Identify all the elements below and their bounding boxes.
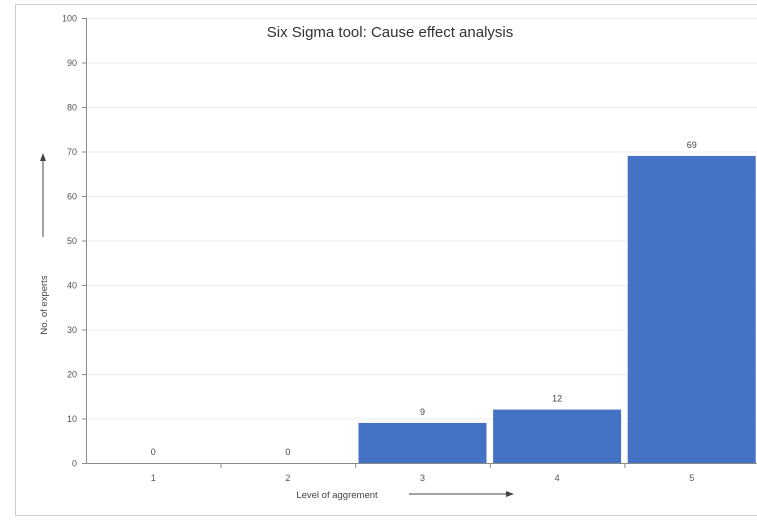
x-tick-label: 1 bbox=[151, 473, 156, 483]
data-label: 0 bbox=[285, 447, 290, 457]
x-tick-label: 2 bbox=[285, 473, 290, 483]
y-tick-label: 10 bbox=[67, 414, 77, 424]
y-tick-label: 50 bbox=[67, 236, 77, 246]
y-tick-label: 90 bbox=[67, 58, 77, 68]
data-label: 0 bbox=[151, 447, 156, 457]
x-axis-label: Level of aggrement bbox=[296, 490, 378, 501]
y-tick-label: 0 bbox=[72, 459, 77, 469]
x-tick-label: 4 bbox=[555, 473, 560, 483]
chart-title: Six Sigma tool: Cause effect analysis bbox=[267, 24, 514, 41]
y-tick-label: 30 bbox=[67, 325, 77, 335]
y-tick-label: 60 bbox=[67, 192, 77, 202]
x-tick-label: 5 bbox=[689, 473, 694, 483]
data-label: 69 bbox=[687, 140, 697, 150]
data-label: 12 bbox=[552, 394, 562, 404]
y-tick-label: 40 bbox=[67, 281, 77, 291]
y-tick-label: 80 bbox=[67, 103, 77, 113]
bar bbox=[628, 156, 756, 463]
bar bbox=[493, 410, 621, 463]
data-label: 9 bbox=[420, 407, 425, 417]
y-tick-label: 20 bbox=[67, 370, 77, 380]
x-tick-label: 3 bbox=[420, 473, 425, 483]
y-tick-label: 70 bbox=[67, 147, 77, 157]
y-axis-label: No. of experts bbox=[39, 275, 50, 334]
bar bbox=[359, 423, 487, 463]
y-tick-label: 100 bbox=[62, 14, 77, 24]
